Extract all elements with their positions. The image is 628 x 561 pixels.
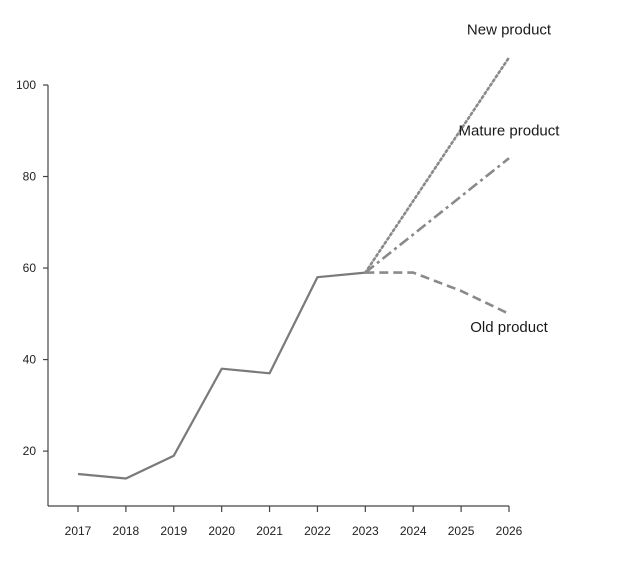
x-tick-label: 2017 — [65, 524, 92, 538]
x-tick-label: 2024 — [400, 524, 427, 538]
new-product-series-line — [363, 56, 511, 274]
mature-product-series-line — [364, 157, 510, 274]
series-lines — [77, 56, 511, 480]
new-product-label: New product — [467, 22, 552, 39]
axes: 20 40 60 80 100 2017 2018 2019 2020 2021 2022 2023 2… — [16, 78, 523, 538]
x-tick-label: 2019 — [160, 524, 187, 538]
y-tick-label: 100 — [16, 78, 36, 92]
x-tick-label: 2025 — [448, 524, 475, 538]
x-tick-label: 2018 — [113, 524, 140, 538]
y-tick-label: 20 — [23, 444, 37, 458]
mature-product-label: Mature product — [459, 122, 561, 139]
x-tick-label: 2022 — [304, 524, 331, 538]
y-tick-label: 60 — [23, 261, 37, 275]
x-tick-label: 2023 — [352, 524, 379, 538]
x-tick-label: 2021 — [256, 524, 283, 538]
x-tick-label: 2020 — [208, 524, 235, 538]
x-tick-label: 2026 — [496, 524, 523, 538]
series-annotations: New product Mature product Old product — [459, 22, 561, 336]
y-tick-label: 40 — [23, 353, 37, 367]
historical-series-line — [77, 271, 366, 480]
y-tick-label: 80 — [23, 170, 37, 184]
old-product-label: Old product — [470, 319, 548, 336]
old-product-series-line — [365, 271, 510, 315]
